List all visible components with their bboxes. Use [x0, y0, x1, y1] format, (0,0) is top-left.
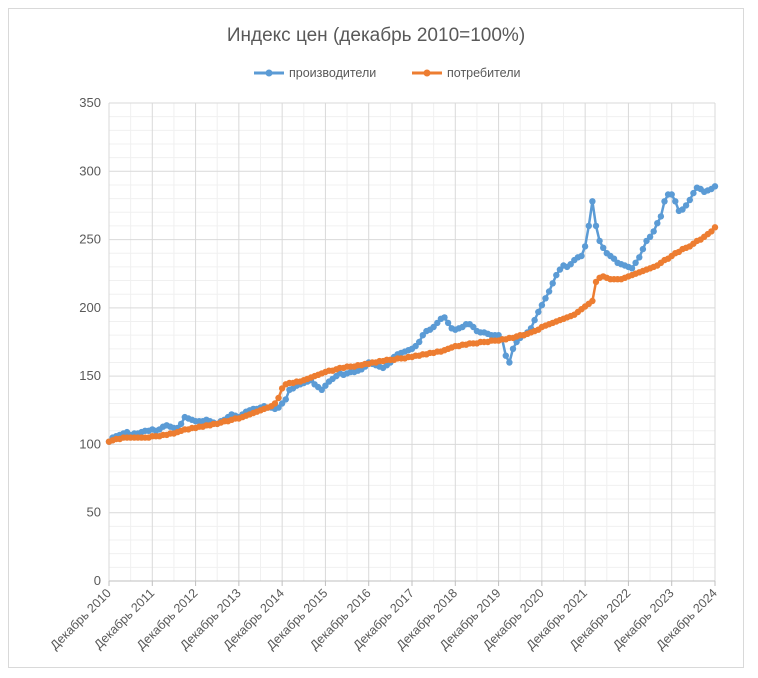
data-point: [661, 198, 668, 205]
legend: производители потребители: [254, 66, 520, 80]
data-point: [628, 265, 636, 272]
legend-item-producers[interactable]: производители: [254, 66, 376, 80]
data-point: [639, 245, 647, 253]
y-tick-label: 100: [79, 436, 101, 451]
data-point: [419, 332, 426, 339]
data-point: [553, 271, 560, 279]
legend-item-consumers[interactable]: потребители: [412, 66, 520, 80]
data-point: [585, 222, 592, 230]
data-point: [646, 233, 654, 240]
data-point: [545, 288, 553, 295]
data-point: [502, 352, 509, 359]
data-point: [682, 202, 690, 209]
data-point: [711, 224, 719, 231]
data-point: [636, 254, 643, 261]
plot-area: [105, 183, 719, 445]
data-point: [650, 228, 657, 235]
chart-title: Индекс цен (декабрь 2010=100%): [227, 25, 525, 46]
data-point: [549, 280, 556, 287]
data-point: [278, 385, 286, 392]
data-point: [610, 255, 618, 262]
data-point: [531, 316, 538, 324]
data-point: [434, 319, 441, 327]
data-point: [275, 394, 282, 402]
series-consumers: [105, 224, 719, 445]
data-point: [708, 228, 715, 235]
data-point: [632, 259, 639, 266]
y-tick-label: 50: [87, 505, 101, 520]
data-point: [596, 237, 603, 245]
y-tick-label: 350: [79, 95, 101, 110]
data-point: [654, 220, 661, 227]
data-point: [600, 244, 607, 251]
data-point: [509, 345, 517, 352]
data-point: [592, 222, 600, 230]
data-point: [556, 266, 564, 273]
data-point: [535, 308, 542, 316]
data-point: [711, 183, 719, 190]
data-point: [441, 314, 448, 321]
data-point: [592, 278, 600, 286]
y-tick-label: 250: [79, 232, 101, 247]
data-point: [589, 198, 596, 205]
data-point: [416, 338, 423, 346]
data-point: [538, 301, 546, 309]
grid: [108, 102, 716, 582]
data-point: [275, 404, 282, 411]
y-tick-label: 150: [79, 368, 101, 383]
data-point: [581, 243, 589, 250]
data-point: [430, 323, 437, 331]
y-tick-label: 0: [94, 573, 101, 588]
data-point: [513, 338, 520, 346]
data-point: [567, 261, 574, 268]
data-point: [657, 213, 665, 220]
price-index-chart: Индекс цен (декабрь 2010=100%) производи…: [47, 25, 720, 653]
data-point: [444, 319, 452, 327]
legend-label-producers: производители: [289, 66, 376, 80]
data-point: [542, 295, 549, 302]
y-tick-label: 300: [79, 163, 101, 178]
data-point: [578, 252, 585, 260]
data-point: [271, 400, 279, 407]
y-axis: 0 50 100 150 200 250 300 350: [79, 95, 715, 588]
data-point: [495, 332, 502, 339]
data-point: [282, 396, 289, 403]
data-point: [679, 206, 686, 213]
data-point: [177, 420, 185, 428]
data-point: [668, 191, 675, 198]
data-point: [686, 196, 693, 204]
data-point: [412, 342, 419, 350]
data-point: [322, 382, 329, 389]
data-point: [589, 297, 596, 305]
data-point: [470, 323, 477, 331]
legend-label-consumers: потребители: [447, 66, 520, 80]
chart-frame: Индекс цен (декабрь 2010=100%) производи…: [8, 8, 744, 668]
data-point: [278, 400, 286, 407]
y-tick-label: 200: [79, 300, 101, 315]
data-point: [672, 198, 679, 205]
data-point: [690, 189, 697, 197]
data-point: [643, 237, 650, 245]
data-point: [506, 359, 513, 366]
data-point: [318, 386, 325, 393]
